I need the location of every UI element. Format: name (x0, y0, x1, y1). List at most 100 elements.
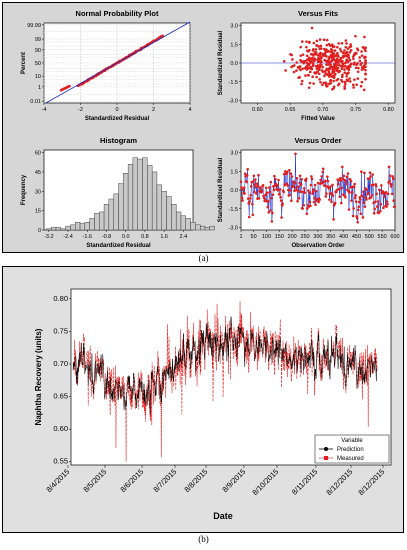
y-tick-label: 99.99 (27, 23, 41, 29)
residual-point (363, 65, 366, 69)
residual-point (320, 69, 324, 72)
y-tick-label: 30 (35, 189, 41, 195)
x-tick-label: 8/4/2015 (44, 467, 71, 494)
residual-point (348, 50, 352, 54)
order-point (332, 218, 335, 221)
residual-point (356, 70, 360, 74)
residual-point (312, 47, 315, 51)
order-point (363, 205, 367, 208)
x-tick-label: 350 (326, 234, 335, 240)
order-point (385, 200, 389, 203)
residual-point (345, 74, 348, 78)
order-point (282, 172, 286, 176)
residual-point (296, 66, 300, 69)
order-point (379, 209, 382, 213)
residual-point (332, 75, 336, 79)
subplot-title: Normal Probability Plot (76, 9, 159, 18)
residual-point (343, 68, 346, 71)
order-point (283, 170, 287, 173)
histogram-bar (60, 228, 66, 231)
residual-point (344, 39, 348, 42)
order-point (345, 175, 349, 179)
residual-point (323, 69, 327, 73)
histogram-bar (51, 227, 57, 231)
residual-point (364, 60, 367, 64)
y-tick-label: -1.5 (229, 207, 238, 213)
order-point (349, 186, 352, 189)
order-point (270, 196, 273, 200)
residual-point (348, 80, 352, 83)
order-point (354, 194, 357, 197)
order-point (312, 188, 315, 191)
residual-point (355, 83, 358, 87)
residual-point (322, 47, 326, 51)
order-point (377, 211, 381, 215)
y-tick-label: 0.80 (53, 294, 68, 303)
x-tick-label: 8/10/2015 (250, 467, 280, 497)
residual-point (332, 86, 336, 90)
order-point (356, 220, 360, 224)
residual-point (330, 55, 334, 59)
y-tick-label: 0 (38, 228, 41, 234)
residual-point (316, 64, 320, 67)
order-point (294, 152, 297, 156)
legend: Variable Prediction Measured (314, 434, 390, 464)
residual-point (305, 40, 308, 43)
residual-point (316, 60, 320, 64)
residual-point (307, 56, 311, 60)
residual-point (332, 57, 335, 61)
histogram-bar (137, 158, 143, 231)
order-point (264, 186, 268, 190)
order-point (376, 200, 380, 203)
order-point (281, 202, 284, 205)
residual-point (327, 50, 331, 53)
x-tick-label: -1.6 (83, 234, 92, 240)
x-tick-label: 1 (239, 234, 242, 240)
residual-point (346, 65, 350, 68)
residual-point (305, 61, 309, 65)
order-point (280, 216, 283, 219)
x-tick-label: 0.80 (383, 107, 394, 113)
residual-point (329, 63, 332, 66)
histogram-bar (171, 203, 177, 231)
caption-a: (a) (198, 253, 209, 263)
residual-point (289, 52, 292, 56)
order-point (384, 191, 388, 194)
order-point (390, 192, 394, 196)
order-point (325, 192, 328, 195)
residual-point (346, 60, 350, 63)
order-line (240, 153, 395, 223)
order-point (278, 188, 282, 191)
histogram-bar (65, 225, 71, 231)
residual-point (340, 42, 344, 45)
order-point (271, 193, 275, 197)
order-point (284, 182, 288, 185)
histogram-bar (209, 225, 215, 231)
residual-point (363, 47, 366, 51)
order-point (336, 182, 340, 186)
order-point (344, 195, 347, 199)
residual-point (300, 79, 304, 83)
order-point (321, 167, 325, 171)
residual-point (346, 54, 349, 58)
residual-point (292, 70, 296, 74)
residual-point (318, 47, 322, 51)
order-point (340, 165, 344, 169)
x-tick-label: 8/6/2015 (118, 467, 145, 494)
residual-point (344, 45, 348, 49)
residual-point (331, 45, 335, 48)
order-point (317, 200, 320, 204)
order-point (365, 188, 369, 192)
order-point (301, 207, 305, 210)
residual-point (318, 68, 321, 72)
x-tick-label: 0.0 (122, 234, 130, 240)
x-tick-label: 50 (251, 234, 257, 240)
order-point (335, 188, 339, 192)
residual-point (340, 78, 343, 82)
residual-point (352, 53, 356, 57)
order-point (279, 196, 282, 199)
residual-point (333, 66, 337, 70)
residual-point (315, 70, 319, 73)
residual-point (298, 75, 301, 79)
residual-point (308, 48, 311, 52)
